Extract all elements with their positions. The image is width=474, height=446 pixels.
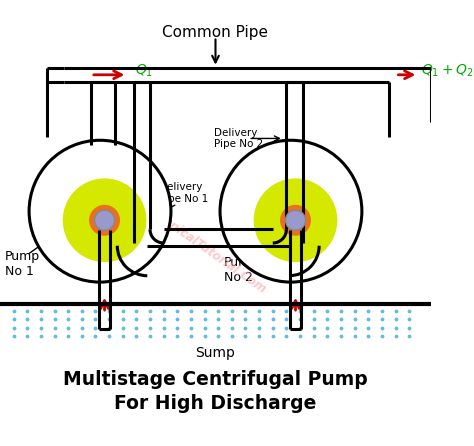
Circle shape [89, 205, 120, 236]
Text: Pump
No 1: Pump No 1 [5, 250, 40, 278]
Text: Delivery
Pipe No 2: Delivery Pipe No 2 [214, 128, 263, 149]
Text: Common Pipe: Common Pipe [163, 25, 268, 40]
Text: $Q_1$: $Q_1$ [135, 63, 153, 79]
Text: Sump: Sump [196, 346, 236, 360]
Text: Pump
No 2: Pump No 2 [224, 256, 259, 284]
Text: For High Discharge: For High Discharge [114, 394, 317, 413]
Text: Multistage Centrifugal Pump: Multistage Centrifugal Pump [63, 370, 368, 389]
Circle shape [220, 140, 362, 282]
Circle shape [94, 210, 115, 230]
Text: Delivery
Pipe No 1: Delivery Pipe No 1 [159, 182, 209, 204]
Circle shape [63, 178, 146, 262]
Circle shape [280, 205, 311, 236]
Text: MechanicalTutorial.Com: MechanicalTutorial.Com [132, 195, 268, 297]
Circle shape [254, 178, 337, 262]
Circle shape [29, 140, 171, 282]
Text: $Q_1$: $Q_1$ [70, 155, 88, 171]
Circle shape [285, 210, 306, 230]
Text: $Q_1+Q_2$: $Q_1+Q_2$ [421, 63, 474, 79]
Text: $Q_2$: $Q_2$ [312, 165, 330, 181]
